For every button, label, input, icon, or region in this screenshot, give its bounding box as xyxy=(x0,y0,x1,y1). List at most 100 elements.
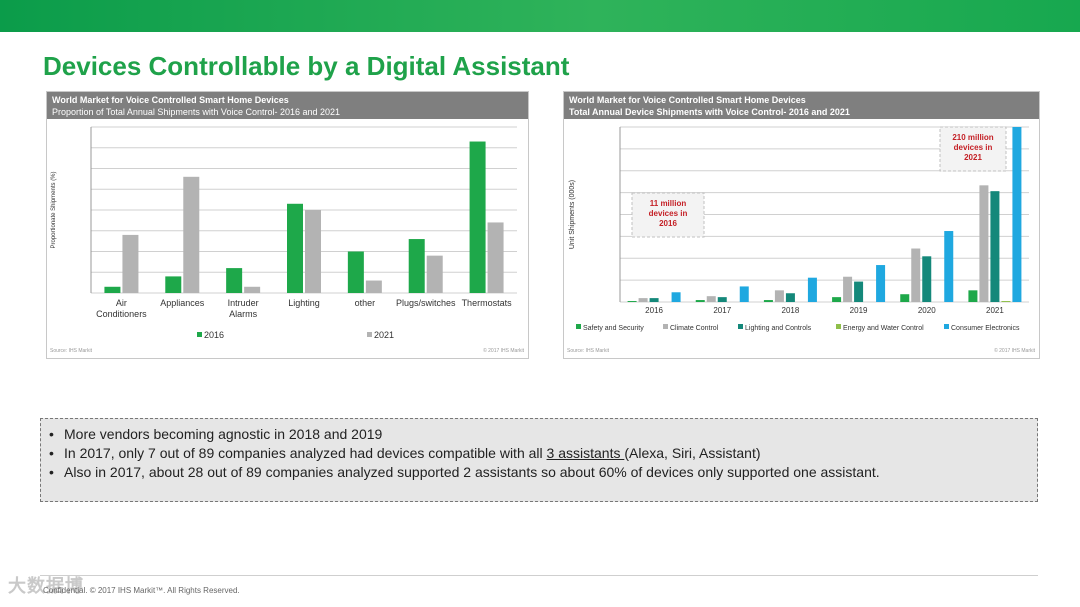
legend-label: Climate Control xyxy=(670,325,719,332)
notes-box: • More vendors becoming agnostic in 2018… xyxy=(40,418,1038,502)
bar xyxy=(774,290,784,302)
bar xyxy=(922,256,932,302)
bar xyxy=(649,298,659,302)
bar xyxy=(979,185,989,302)
note-text-pre: In 2017, only 7 out of 89 companies anal… xyxy=(64,445,547,461)
bar xyxy=(408,239,425,293)
footer-text: Confidential. © 2017 IHS Markit™. All Ri… xyxy=(43,586,240,595)
bar xyxy=(469,141,486,293)
legend-label: Lighting and Controls xyxy=(745,325,812,332)
top-banner xyxy=(0,0,1080,32)
bar xyxy=(305,210,321,293)
bullet-dot: • xyxy=(49,445,54,461)
note-text-underlined: 3 assistants xyxy=(546,445,625,461)
bar xyxy=(706,296,716,302)
bar xyxy=(717,297,727,302)
x-tick-label: Appliances xyxy=(160,298,205,308)
bar xyxy=(832,297,842,302)
annotation-text: 2021 xyxy=(964,153,982,162)
annotation-text: 2016 xyxy=(659,219,677,228)
annotation-text: 210 million xyxy=(952,133,993,142)
bar xyxy=(226,268,243,293)
bar xyxy=(104,286,121,293)
legend-swatch xyxy=(197,332,202,337)
bar xyxy=(763,300,773,302)
x-tick-label: 2019 xyxy=(850,306,868,315)
bar xyxy=(426,255,443,293)
annotation-text: devices in xyxy=(649,209,688,218)
bar xyxy=(944,231,954,302)
bar xyxy=(900,294,910,302)
left-chart-source: Source: IHS Markit xyxy=(50,348,92,354)
legend-swatch xyxy=(576,324,581,329)
right-chart-panel: World Market for Voice Controlled Smart … xyxy=(563,91,1040,359)
footer-divider xyxy=(40,575,1038,576)
x-tick-label: Lighting xyxy=(288,298,320,308)
right-chart-copyright: © 2017 IHS Markit xyxy=(994,348,1035,354)
bar xyxy=(487,222,504,293)
bullet-dot: • xyxy=(49,426,54,442)
x-tick-label: Thermostats xyxy=(462,298,513,308)
bar xyxy=(638,298,648,302)
bar xyxy=(122,234,139,293)
note-text: Also in 2017, about 28 out of 89 compani… xyxy=(64,464,880,480)
x-tick-label: 2020 xyxy=(918,306,936,315)
bar xyxy=(785,293,795,302)
legend-swatch xyxy=(738,324,743,329)
annotation-text: devices in xyxy=(954,143,993,152)
left-chart-header: World Market for Voice Controlled Smart … xyxy=(47,92,528,119)
bar xyxy=(183,176,200,293)
x-tick-label: Alarms xyxy=(229,309,258,319)
x-tick-label: 2021 xyxy=(986,306,1004,315)
bar xyxy=(807,277,817,302)
legend-label: 2016 xyxy=(204,330,224,340)
annotation-box xyxy=(631,192,705,238)
bar xyxy=(1012,127,1022,302)
x-tick-label: 2016 xyxy=(645,306,663,315)
bullet-dot: • xyxy=(49,464,54,480)
bar xyxy=(1001,301,1011,302)
note-item: • In 2017, only 7 out of 89 companies an… xyxy=(49,444,1037,463)
bar xyxy=(165,276,182,293)
legend-label: Consumer Electronics xyxy=(951,325,1020,332)
right-chart-header: World Market for Voice Controlled Smart … xyxy=(564,92,1039,119)
left-chart-title: World Market for Voice Controlled Smart … xyxy=(52,95,289,105)
bar xyxy=(244,286,261,293)
legend-label: 2021 xyxy=(374,330,394,340)
x-tick-label: Plugs/switches xyxy=(396,298,456,308)
slide-title: Devices Controllable by a Digital Assist… xyxy=(43,51,570,81)
x-tick-label: 2018 xyxy=(782,306,800,315)
legend-label: Safety and Security xyxy=(583,325,644,332)
bar xyxy=(365,280,382,293)
left-chart-copyright: © 2017 IHS Markit xyxy=(483,348,524,354)
x-tick-label: Intruder xyxy=(228,298,259,308)
x-tick-label: Conditioners xyxy=(96,309,147,319)
legend-label: Energy and Water Control xyxy=(843,325,924,332)
right-chart-subtitle: Total Annual Device Shipments with Voice… xyxy=(569,107,850,117)
x-tick-label: other xyxy=(355,298,376,308)
bar xyxy=(627,301,637,302)
right-chart-source: Source: IHS Markit xyxy=(567,348,609,354)
legend-swatch xyxy=(663,324,668,329)
note-text-post: (Alexa, Siri, Assistant) xyxy=(624,445,761,461)
bar xyxy=(968,290,978,302)
note-item: • More vendors becoming agnostic in 2018… xyxy=(49,425,1037,444)
legend-swatch xyxy=(367,332,372,337)
x-tick-label: 2017 xyxy=(713,306,731,315)
legend-swatch xyxy=(944,324,949,329)
bar xyxy=(287,203,303,293)
left-chart-subtitle: Proportion of Total Annual Shipments wit… xyxy=(52,107,341,117)
bar xyxy=(843,276,853,302)
y-axis-title: Unit Shipments (000s) xyxy=(569,180,576,249)
left-chart-panel: World Market for Voice Controlled Smart … xyxy=(46,91,529,359)
annotation-box xyxy=(939,126,1007,172)
left-chart: Proportionate Shipments (%) AirConditione… xyxy=(51,126,517,340)
notes-list: • More vendors becoming agnostic in 2018… xyxy=(49,425,1037,482)
bar xyxy=(739,286,749,302)
bar xyxy=(347,251,364,293)
watermark: 大数据博 xyxy=(8,576,84,596)
bar xyxy=(911,248,921,302)
bar xyxy=(876,265,886,302)
note-item: • Also in 2017, about 28 out of 89 compa… xyxy=(49,463,1037,482)
note-text: More vendors becoming agnostic in 2018 a… xyxy=(64,426,383,442)
